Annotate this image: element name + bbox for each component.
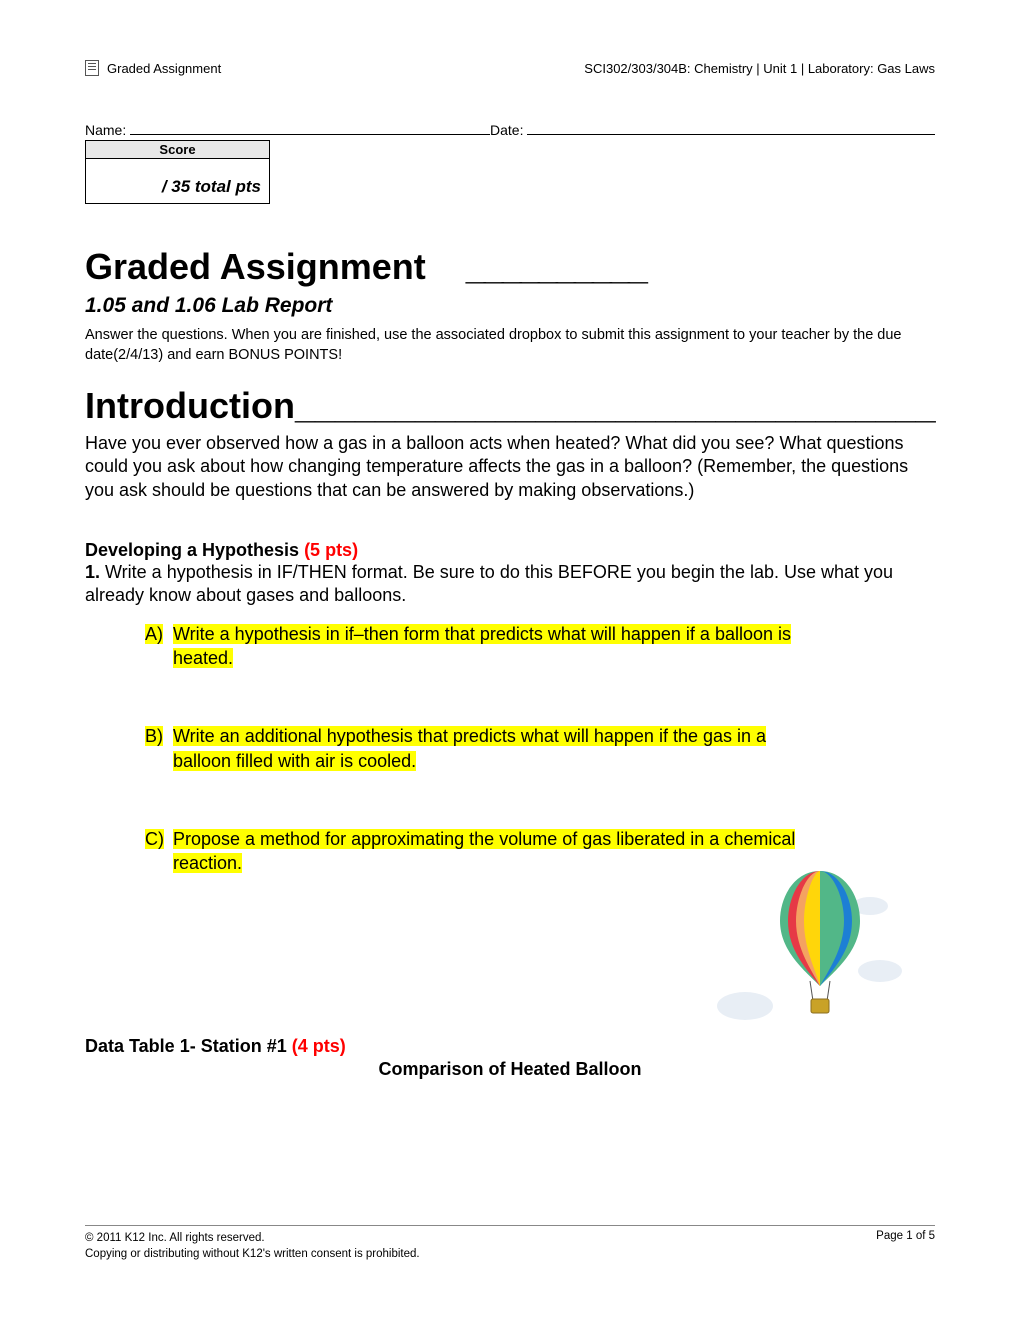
item-label-a: A): [145, 624, 163, 644]
score-value: / 35 total pts: [86, 159, 269, 203]
footer-page-num: Page 1 of 5: [876, 1230, 935, 1262]
data-table-heading-text: Data Table 1- Station #1: [85, 1036, 292, 1056]
data-table-pts: (4 pts): [292, 1036, 346, 1056]
document-icon: [85, 60, 99, 76]
instructions-text: Answer the questions. When you are finis…: [85, 326, 935, 365]
data-table-title: Comparison of Heated Balloon: [85, 1059, 935, 1080]
title-blank-line: __________: [466, 246, 646, 288]
intro-heading: Introduction____________________________…: [85, 383, 935, 430]
hypothesis-heading-text: Developing a Hypothesis: [85, 540, 304, 560]
balloon-image: [715, 866, 905, 1036]
footer-notice: Copying or distributing without K12's wr…: [85, 1246, 420, 1262]
q1-text: 1. Write a hypothesis in IF/THEN format.…: [85, 561, 935, 608]
list-item: A) Write a hypothesis in if–then form th…: [145, 622, 935, 671]
item-label-b: B): [145, 726, 163, 746]
item-text-a1: Write a hypothesis in if–then form that …: [173, 624, 791, 644]
item-text-c1: Propose a method for approximating the v…: [173, 829, 795, 849]
page-title: Graded Assignment: [85, 246, 426, 288]
hypothesis-heading: Developing a Hypothesis (5 pts): [85, 540, 935, 561]
item-text-b1: Write an additional hypothesis that pred…: [173, 726, 766, 746]
name-date-row: Name: Date:: [85, 121, 935, 138]
date-input-line[interactable]: [527, 121, 935, 135]
hypothesis-list: A) Write a hypothesis in if–then form th…: [145, 622, 935, 876]
intro-body: Have you ever observed how a gas in a ba…: [85, 432, 935, 502]
name-label: Name:: [85, 122, 130, 138]
header-left-text: Graded Assignment: [107, 61, 221, 76]
page-header: Graded Assignment SCI302/303/304B: Chemi…: [85, 60, 935, 76]
list-item: B) Write an additional hypothesis that p…: [145, 724, 935, 773]
page-footer: © 2011 K12 Inc. All rights reserved. Cop…: [85, 1225, 935, 1262]
score-header: Score: [86, 141, 269, 159]
data-table-heading: Data Table 1- Station #1 (4 pts): [85, 1036, 935, 1057]
item-text-b2: balloon filled with air is cooled.: [173, 751, 416, 771]
item-label-c: C): [145, 829, 164, 849]
date-label: Date:: [490, 122, 527, 138]
q1-body: Write a hypothesis in IF/THEN format. Be…: [85, 562, 893, 605]
item-text-a2: heated.: [173, 648, 233, 668]
item-text-c2: reaction.: [173, 853, 242, 873]
header-right-text: SCI302/303/304B: Chemistry | Unit 1 | La…: [584, 61, 935, 76]
footer-copyright: © 2011 K12 Inc. All rights reserved.: [85, 1230, 420, 1246]
hypothesis-pts: (5 pts): [304, 540, 358, 560]
q1-label: 1.: [85, 562, 100, 582]
name-input-line[interactable]: [130, 121, 490, 135]
score-box: Score / 35 total pts: [85, 140, 270, 204]
subtitle: 1.05 and 1.06 Lab Report: [85, 294, 935, 318]
